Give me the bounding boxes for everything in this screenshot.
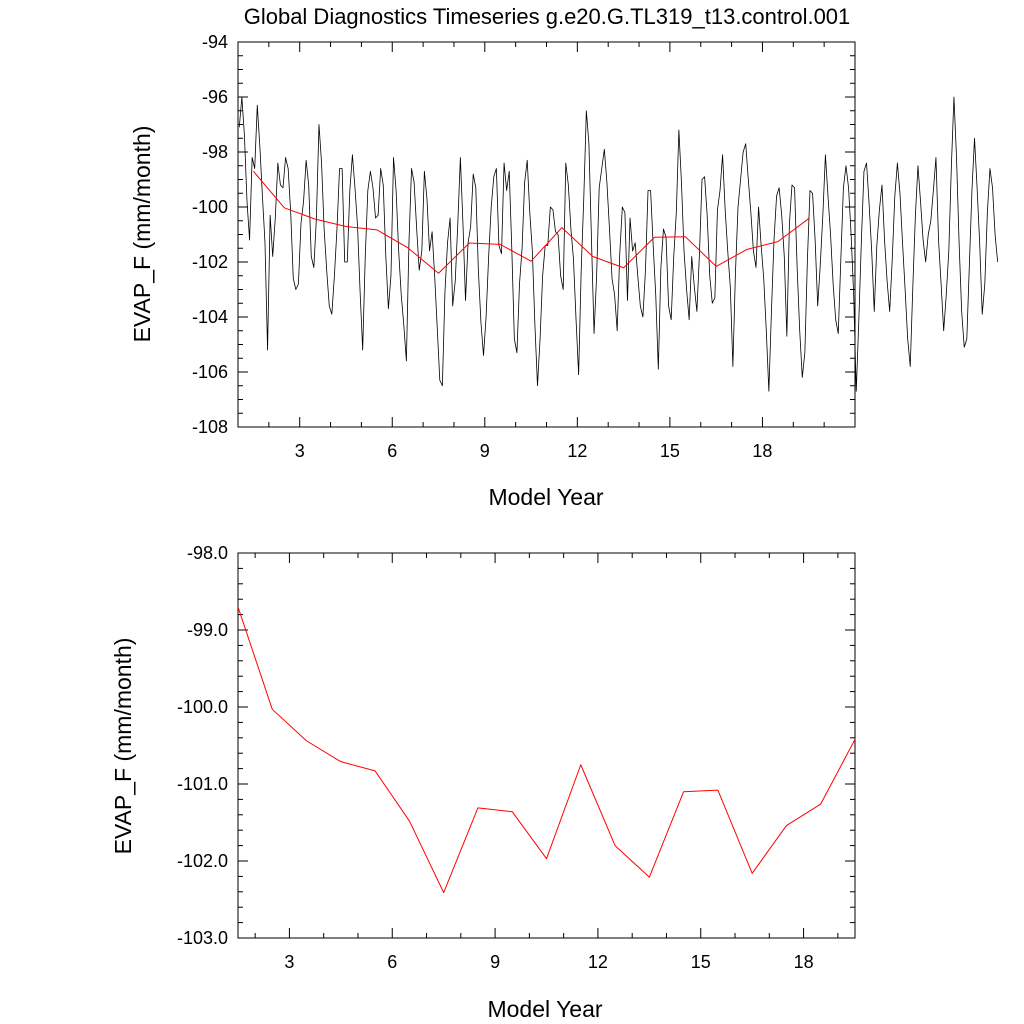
top-y-tick-label: -106	[192, 362, 228, 382]
figure-title: Global Diagnostics Timeseries g.e20.G.TL…	[244, 4, 851, 29]
top-y-tick-label: -94	[202, 32, 228, 52]
bottom-x-tick-label: 12	[588, 952, 608, 972]
bottom-y-tick-label: -100.0	[177, 697, 228, 717]
top-y-tick-label: -100	[192, 197, 228, 217]
bottom-tick-marks	[238, 552, 855, 939]
bottom-x-tick-label: 9	[490, 952, 500, 972]
bottom-y-tick-label: -99.0	[187, 620, 228, 640]
top-x-axis-title: Model Year	[488, 484, 603, 510]
top-tick-marks	[237, 41, 856, 428]
top-y-axis-title: EVAP_F (mm/month)	[129, 126, 155, 343]
bottom-y-tick-label: -102.0	[177, 851, 228, 871]
top-x-tick-label: 6	[387, 441, 397, 461]
top-monthly-series-line	[238, 96, 999, 392]
top-y-tick-label: -96	[202, 87, 228, 107]
top-y-tick-label: -108	[192, 417, 228, 437]
top-x-tick-label: 18	[752, 441, 772, 461]
top-x-tick-label: 15	[660, 441, 680, 461]
bottom-plot-frame	[237, 552, 856, 939]
bottom-y-tick-label: -103.0	[177, 928, 228, 948]
annual-timeseries-plot: Model Year EVAP_F (mm/month) 3 6 9 12 15 18 -1…	[110, 543, 856, 1022]
top-x-tick-label: 12	[567, 441, 587, 461]
bottom-x-axis-title: Model Year	[487, 996, 602, 1022]
top-x-tick-label: 9	[480, 441, 490, 461]
bottom-y-axis-title: EVAP_F (mm/month)	[110, 638, 136, 855]
top-x-tick-label: 3	[295, 441, 305, 461]
bottom-y-tick-label: -98.0	[187, 543, 228, 563]
bottom-x-tick-label: 18	[794, 952, 814, 972]
bottom-annual-series-line	[237, 606, 856, 894]
top-plot-frame	[237, 41, 856, 428]
top-y-tick-label: -102	[192, 252, 228, 272]
bottom-y-tick-label: -101.0	[177, 774, 228, 794]
bottom-x-tick-label: 3	[284, 952, 294, 972]
monthly-timeseries-plot: Model Year EVAP_F (mm/month) 3 6 9 12 15 18 -1…	[129, 32, 999, 510]
bottom-x-tick-label: 6	[387, 952, 397, 972]
bottom-x-tick-label: 15	[691, 952, 711, 972]
top-annual-series-line	[253, 170, 810, 274]
top-y-tick-label: -104	[192, 307, 228, 327]
top-y-tick-label: -98	[202, 142, 228, 162]
